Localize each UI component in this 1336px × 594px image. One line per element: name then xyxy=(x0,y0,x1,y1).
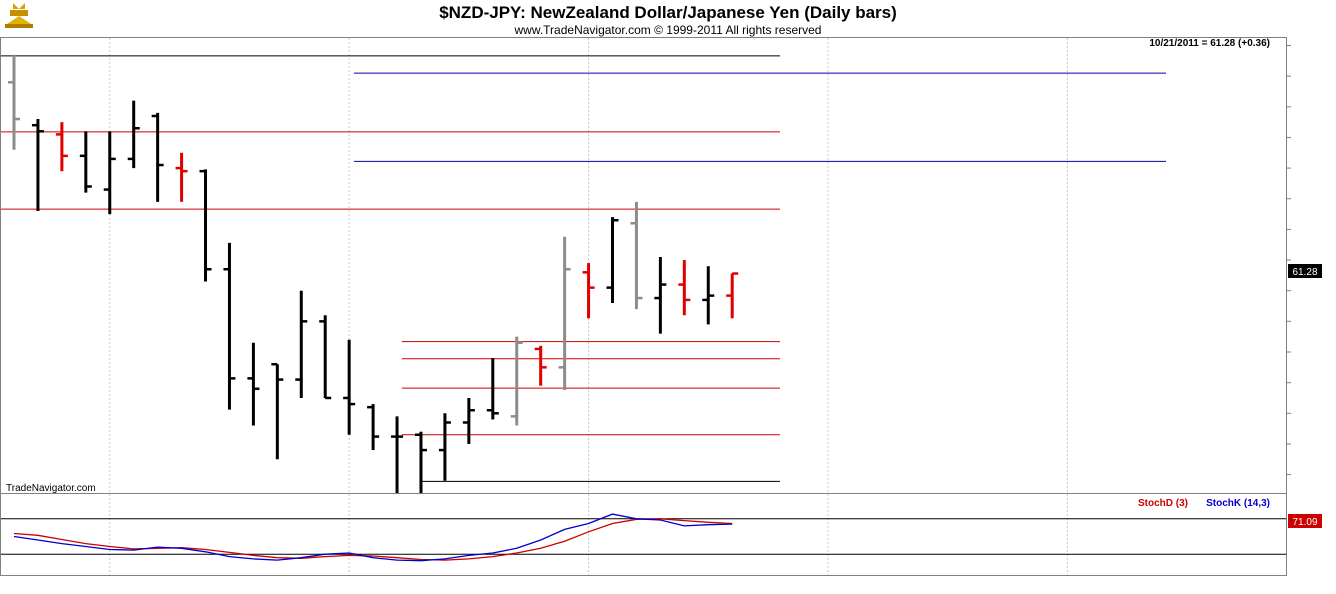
ohlc-bar xyxy=(199,169,212,282)
legend-stoch-k: StochK (14,3) xyxy=(1206,498,1270,509)
ohlc-bar xyxy=(175,152,188,202)
stoch-last-label: 71.09 xyxy=(1292,517,1317,528)
ohlc-bar xyxy=(223,242,236,410)
ohlc-bar xyxy=(630,201,643,310)
price-bars xyxy=(8,54,739,493)
ohlc-bar xyxy=(247,342,260,426)
stoch-last-marker xyxy=(1288,514,1322,528)
ohlc-bar xyxy=(103,131,116,215)
chart-title: $NZD-JPY: NewZealand Dollar/Japanese Yen… xyxy=(439,3,897,22)
legend-stoch-d: StochD (3) xyxy=(1138,498,1188,509)
ohlc-bar xyxy=(510,336,523,426)
support-resistance-levels xyxy=(1,55,1166,482)
ohlc-bar xyxy=(678,260,691,316)
ohlc-bar xyxy=(31,119,44,212)
ohlc-bar xyxy=(414,431,427,493)
logo-icon xyxy=(5,3,33,28)
ohlc-bar xyxy=(343,339,356,435)
ohlc-bar xyxy=(462,397,475,444)
chart-subtitle: www.TradeNavigator.com © 1999-2011 All r… xyxy=(514,23,822,37)
ohlc-bar xyxy=(79,131,92,193)
ohlc-bar xyxy=(654,256,667,334)
ohlc-bar xyxy=(534,345,547,386)
ohlc-bar xyxy=(367,404,380,451)
ohlc-bar xyxy=(438,413,451,481)
stoch-k-line xyxy=(13,513,733,562)
ohlc-bar xyxy=(702,266,715,325)
price-panel xyxy=(0,37,1287,494)
stoch-d-line xyxy=(13,518,733,561)
ohlc-bar xyxy=(127,100,140,169)
last-price-marker xyxy=(1288,264,1322,278)
ohlc-bar xyxy=(606,217,619,303)
ohlc-bar xyxy=(8,54,20,150)
watermark-text: TradeNavigator.com xyxy=(6,483,96,494)
ohlc-bar xyxy=(391,416,404,493)
last-quote-label: 10/21/2011 = 61.28 (+0.36) xyxy=(1149,38,1270,49)
ohlc-bar xyxy=(55,122,68,172)
ohlc-bar xyxy=(151,112,164,202)
ohlc-bar xyxy=(558,236,571,391)
ohlc-bar xyxy=(726,272,739,319)
stochastic-oscillator xyxy=(1,513,1286,562)
ohlc-bar xyxy=(295,290,308,398)
ohlc-bar xyxy=(319,315,332,400)
ohlc-bar xyxy=(486,358,499,420)
last-price-label: 61.28 xyxy=(1292,267,1317,278)
ohlc-bar xyxy=(271,363,284,460)
ohlc-bar xyxy=(582,263,595,319)
stochastic-panel xyxy=(0,493,1287,576)
price-axis xyxy=(1287,45,1291,476)
